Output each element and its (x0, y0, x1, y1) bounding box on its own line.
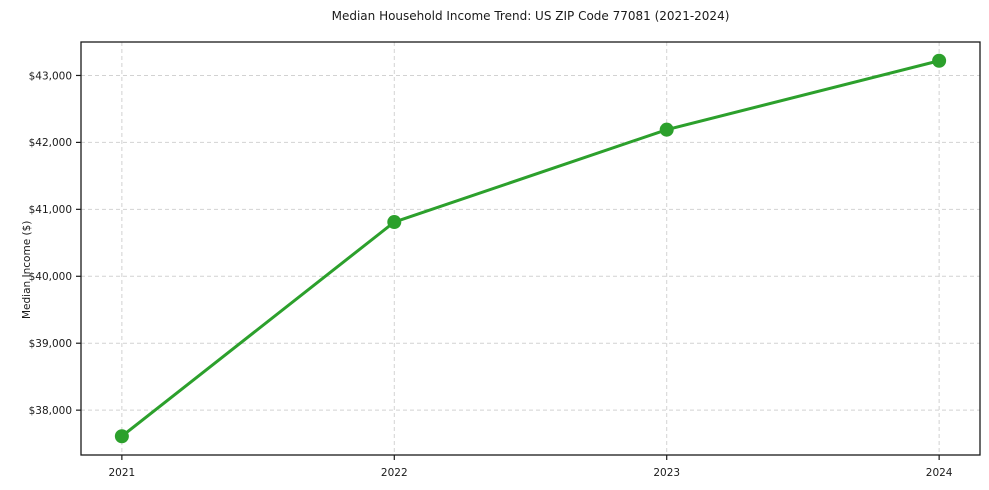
y-tick-label: $43,000 (29, 70, 72, 82)
x-tick-label: 2024 (926, 467, 953, 479)
x-tick-label: 2021 (108, 467, 135, 479)
y-tick-label: $38,000 (29, 405, 72, 417)
data-line (120, 59, 941, 438)
y-tick-label: $40,000 (29, 271, 72, 283)
data-point-marker (387, 215, 402, 230)
y-tick-label: $39,000 (29, 338, 72, 350)
chart-title: Median Household Income Trend: US ZIP Co… (331, 9, 730, 23)
y-tick-label: $42,000 (29, 137, 72, 149)
data-point-marker (932, 53, 947, 68)
data-point-marker (659, 122, 674, 137)
x-tick-label: 2022 (381, 467, 408, 479)
x-tick-label: 2023 (653, 467, 680, 479)
y-tick-label: $41,000 (29, 204, 72, 216)
data-point-marker (114, 429, 129, 444)
axes-spines (80, 41, 981, 456)
